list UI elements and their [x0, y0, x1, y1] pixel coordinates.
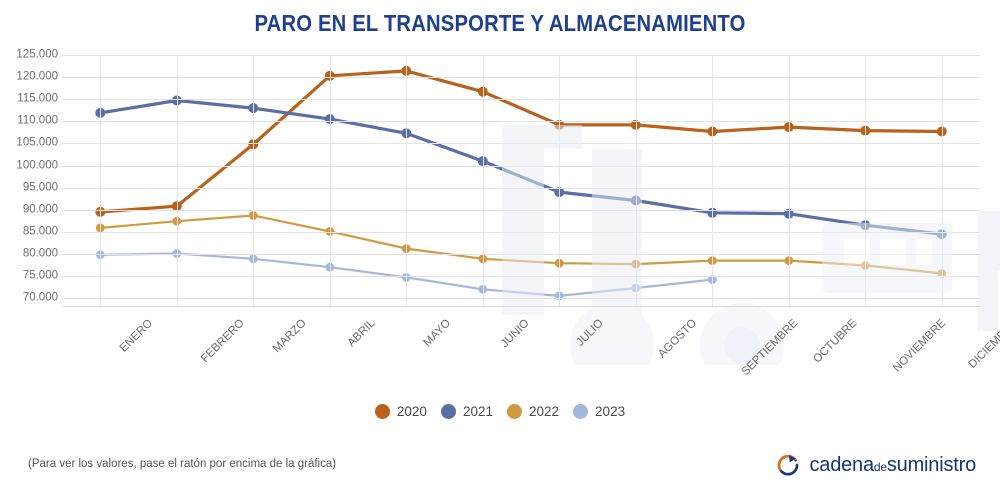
x-tick-label: NOVIEMBRE — [891, 317, 949, 375]
x-tick-label: ENERO — [117, 317, 156, 355]
y-tick-label: 125.000 — [16, 48, 58, 61]
legend-color-swatch — [374, 404, 390, 419]
legend-label: 2021 — [462, 404, 493, 419]
legend-item-2020[interactable]: 2020 — [374, 404, 427, 419]
gridline — [62, 121, 980, 123]
vertical-gridline — [329, 55, 331, 307]
vertical-gridline — [100, 55, 102, 307]
y-tick-label: 120.000 — [16, 70, 58, 83]
x-tick-label: DICIEMBRE — [966, 317, 1000, 371]
brand-part-2: suministro — [886, 453, 976, 476]
y-tick-label: 110.000 — [17, 114, 58, 127]
series-line-2022 — [99, 214, 943, 275]
gridline — [62, 99, 980, 101]
gridline — [62, 165, 980, 167]
legend-label: 2023 — [595, 404, 626, 419]
vertical-gridline — [635, 55, 637, 307]
vertical-gridline — [788, 55, 790, 307]
x-tick-label: SEPTIEMBRE — [739, 317, 801, 379]
legend-color-swatch — [507, 404, 522, 419]
legend-item-2021[interactable]: 2021 — [440, 404, 493, 419]
gridline — [62, 77, 980, 79]
brand-part-de: de — [873, 459, 887, 474]
gridline — [62, 298, 980, 300]
x-tick-label: JUNIO — [498, 317, 532, 351]
gridline — [62, 187, 980, 189]
vertical-gridline — [865, 55, 867, 307]
x-tick-label: OCTUBRE — [810, 317, 860, 366]
vertical-gridline — [176, 55, 178, 307]
brand-wordmark: cadenadesuministro — [809, 454, 976, 477]
x-tick-label: AGOSTO — [655, 317, 699, 361]
gridline — [62, 253, 980, 255]
vertical-gridline — [406, 55, 408, 307]
x-tick-label: MARZO — [271, 317, 310, 356]
y-tick-label: 95.000 — [22, 180, 58, 193]
gridline — [62, 143, 980, 145]
plot-area[interactable] — [62, 55, 1000, 365]
x-axis-tick-labels: ENERO FEBRERO MARZO ABRIL MAYO JUNIO JULIO AGOS… — [62, 307, 1000, 387]
y-tick-label: 105.000 — [16, 136, 58, 149]
y-tick-label: 90.000 — [22, 202, 58, 215]
vertical-gridline — [941, 55, 943, 307]
legend-color-swatch — [440, 404, 456, 419]
series-line-2020 — [98, 69, 944, 214]
y-tick-label: 75.000 — [22, 269, 58, 282]
x-tick-label: MAYO — [421, 317, 454, 350]
vertical-gridline — [559, 55, 561, 307]
y-tick-label: 70.000 — [22, 291, 58, 304]
hover-hint-text: (Para ver los valores, pase el ratón por… — [28, 458, 337, 470]
vertical-gridline — [253, 55, 255, 307]
y-tick-label: 85.000 — [22, 225, 58, 238]
y-tick-label: 100.000 — [16, 158, 58, 171]
legend-label: 2022 — [529, 404, 560, 419]
y-tick-label: 80.000 — [22, 247, 58, 260]
x-tick-label: ABRIL — [345, 317, 378, 350]
chart-legend[interactable]: 2020 2021 2022 2023 — [0, 404, 1000, 419]
brand-logo[interactable]: cadenadesuministro — [775, 452, 976, 478]
legend-item-2022[interactable]: 2022 — [507, 404, 559, 419]
x-tick-label: JULIO — [574, 317, 607, 349]
brand-part-1: cadena — [809, 453, 874, 476]
gridline — [62, 231, 980, 233]
vertical-gridline — [482, 55, 484, 307]
x-axis-line — [62, 306, 980, 307]
chart-title: PARO EN EL TRANSPORTE Y ALMACENAMIENTO — [254, 10, 746, 36]
gridline — [62, 209, 980, 211]
vertical-gridline — [712, 55, 714, 307]
gridline — [62, 55, 980, 56]
y-axis-tick-labels: 125.000 120.000 115.000 110.000 105.000 100.0… — [0, 49, 58, 307]
legend-item-2023[interactable]: 2023 — [573, 404, 625, 419]
series-lines — [95, 65, 947, 301]
legend-color-swatch — [573, 404, 589, 419]
x-tick-label: FEBRERO — [198, 317, 247, 366]
y-tick-label: 115.000 — [17, 92, 58, 105]
gridline — [62, 276, 980, 278]
legend-label: 2020 — [396, 404, 427, 419]
refresh-circle-icon — [778, 454, 799, 476]
